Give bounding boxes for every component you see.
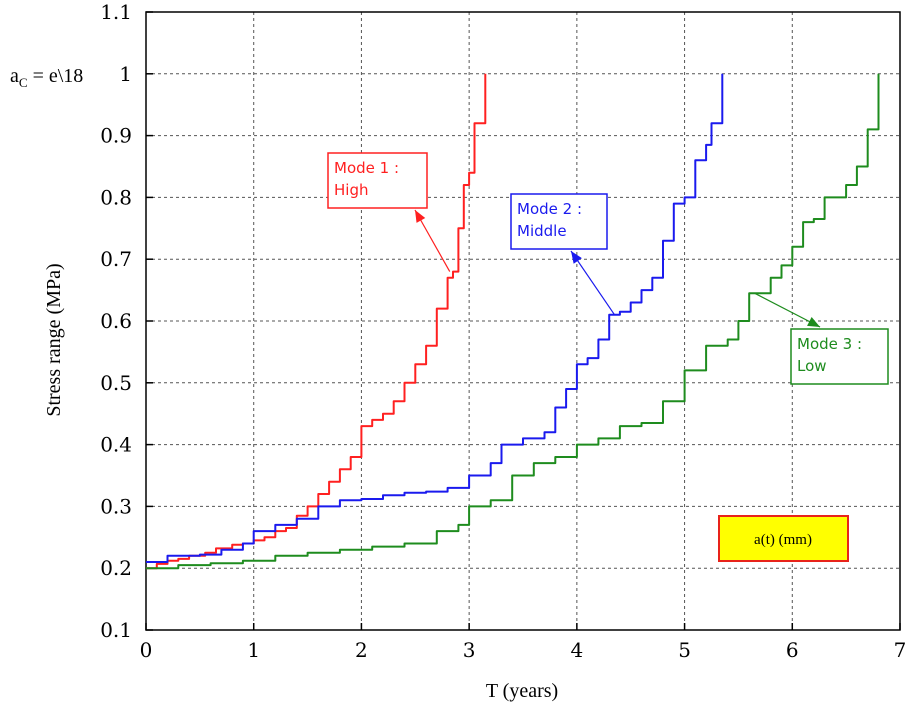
callout-3: Mode 3 : Low — [754, 292, 889, 385]
callout-text: Middle — [517, 222, 567, 240]
callout-arrow-line — [570, 250, 616, 316]
x-axis-title: T (years) — [486, 680, 558, 702]
y-tick-label: 0.2 — [100, 556, 132, 580]
x-tick-label: 3 — [463, 638, 476, 662]
annotation-box-text: a(t) (mm) — [754, 532, 812, 548]
callout-text: High — [334, 181, 368, 199]
x-tick-label: 5 — [678, 638, 691, 662]
y-tick-label: 0.9 — [100, 124, 132, 148]
series-line-3 — [146, 73, 880, 570]
series-line-1 — [146, 73, 487, 570]
y-tick-label: 0.8 — [100, 185, 132, 209]
callout-text: Mode 3 : — [797, 335, 862, 353]
axis-ticks: 0 1 2 3 4 5 6 7 0.1 0.2 0.3 0.4 0.5 0.6 0.7 0.8 0.9 1 1.1 — [100, 0, 906, 662]
callout-arrow-head — [571, 251, 582, 264]
y-tick-label: 1 — [119, 62, 132, 86]
annotation-box: a(t) (mm) — [718, 515, 849, 562]
y-tick-label: 0.7 — [100, 247, 132, 271]
grid-lines — [146, 12, 900, 630]
callouts: Mode 1 : High Mode 2 : Middle Mode 3 : Low — [327, 152, 889, 385]
series-lines — [146, 73, 880, 570]
callout-1: Mode 1 : High — [327, 152, 451, 272]
callout-arrow-head — [415, 210, 426, 223]
y-tick-label: 0.4 — [100, 433, 132, 457]
y-tick-label: 1.1 — [100, 0, 132, 24]
y-tick-label: 0.3 — [100, 494, 132, 518]
series-line-2 — [146, 73, 724, 563]
x-tick-label: 2 — [355, 638, 368, 662]
callout-text: Mode 2 : — [517, 200, 582, 218]
x-tick-label: 6 — [786, 638, 799, 662]
callout-text: Mode 1 : — [334, 159, 399, 177]
x-tick-label: 1 — [247, 638, 260, 662]
callout-2: Mode 2 : Middle — [510, 193, 616, 316]
callout-box — [790, 328, 889, 385]
callout-text: Low — [797, 357, 827, 375]
y-tick-label: 0.5 — [100, 371, 132, 395]
callout-arrow-line — [754, 292, 821, 328]
y-tick-label: 0.1 — [100, 618, 132, 642]
callout-box — [510, 193, 608, 250]
y-tick-label: 0.6 — [100, 309, 132, 333]
x-tick-label: 7 — [894, 638, 907, 662]
x-tick-label: 0 — [140, 638, 153, 662]
y-axis-title: Stress range (MPa) — [43, 263, 65, 416]
x-tick-label: 4 — [570, 638, 583, 662]
callout-arrow-head — [807, 317, 820, 327]
annotation-box-frame — [718, 515, 849, 562]
callout-box — [327, 152, 428, 209]
